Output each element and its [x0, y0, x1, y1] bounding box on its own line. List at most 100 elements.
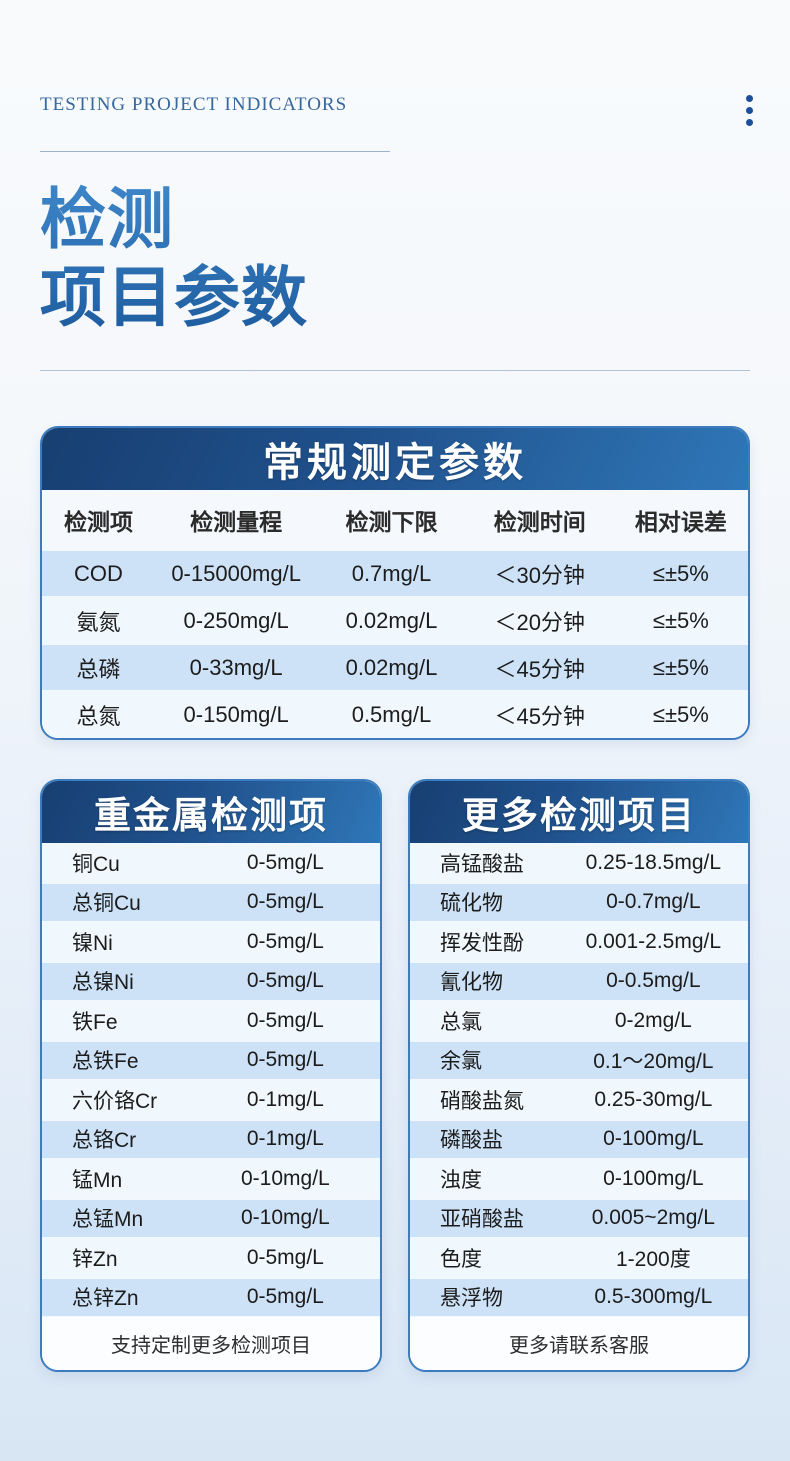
table-row: 高锰酸盐 0.25-18.5mg/L: [410, 843, 748, 883]
table-cell: ＜20分钟: [494, 609, 585, 635]
cell-item-name: 氰化物: [440, 971, 503, 995]
table-row: 硝酸盐氮 0.25-30mg/L: [410, 1080, 748, 1120]
table-cell: 0-15000mg/L: [171, 560, 301, 586]
cell-item-name: 铜Cu: [72, 852, 120, 876]
main-table-body: COD 0-15000mg/L 0.7mg/L ＜30分钟 ≤±5% 氨氮 0-250mg/…: [42, 550, 748, 738]
cell-item-name: 色度: [440, 1247, 482, 1271]
vertical-dots-icon: [746, 95, 753, 126]
cell-item-name: 锰Mn: [72, 1168, 123, 1192]
cell-item-value: 0-2mg/L: [614, 1008, 692, 1032]
table-cell: 0-150mg/L: [183, 701, 289, 727]
cell-item-name: 亚硝酸盐: [440, 1208, 524, 1232]
cell-item-name: 锌Zn: [72, 1247, 118, 1271]
cell-item-value: 0.005~2mg/L: [591, 1206, 715, 1230]
column-header: 检测下限: [345, 509, 438, 535]
cell-item-name: 浊度: [440, 1168, 482, 1192]
table-row: 悬浮物 0.5-300mg/L: [410, 1277, 748, 1317]
page-title-line1: 检测: [40, 184, 174, 257]
cell-item-value: 0.25-18.5mg/L: [585, 850, 722, 874]
table-row: 色度 1-200度: [410, 1238, 748, 1278]
table-row: 铜Cu 0-5mg/L: [42, 843, 380, 883]
cell-item-name: 硫化物: [440, 892, 503, 916]
divider-long: [40, 370, 750, 371]
more-items-card: 更多检测项目 高锰酸盐 0.25-18.5mg/L 硫化物 0-0.7mg/L 挥发性酚…: [408, 779, 750, 1372]
table-row: 亚硝酸盐 0.005~2mg/L: [410, 1198, 748, 1238]
more-items-footer-note: 更多请联系客服: [410, 1317, 748, 1370]
cell-item-value: 0-0.5mg/L: [606, 969, 701, 993]
table-row: COD 0-15000mg/L 0.7mg/L ＜30分钟 ≤±5%: [42, 550, 748, 597]
cell-item-value: 0-5mg/L: [246, 929, 324, 953]
page-title: 检测 项目参数: [40, 182, 750, 338]
main-table-header-row: 检测项 检测量程 检测下限 检测时间 相对误差: [42, 490, 748, 550]
table-row: 总镍Ni 0-5mg/L: [42, 961, 380, 1001]
cell-item-value: 0.1～20mg/L: [593, 1050, 714, 1074]
table-row: 锰Mn 0-10mg/L: [42, 1159, 380, 1199]
table-row: 锌Zn 0-5mg/L: [42, 1238, 380, 1278]
cell-item-name: 总氯: [440, 1010, 482, 1034]
main-card-title: 常规测定参数: [42, 428, 748, 490]
table-row: 铁Fe 0-5mg/L: [42, 1001, 380, 1041]
cell-item-name: 六价铬Cr: [72, 1089, 158, 1113]
cell-item-value: 0.001-2.5mg/L: [585, 929, 722, 953]
table-cell: 0.7mg/L: [351, 560, 432, 586]
table-cell: 0.5mg/L: [351, 701, 432, 727]
cell-item-name: 总铬Cr: [72, 1129, 137, 1153]
table-cell: 0-33mg/L: [189, 654, 283, 680]
table-row: 镍Ni 0-5mg/L: [42, 922, 380, 962]
cell-item-value: 1-200度: [615, 1247, 691, 1271]
cell-item-value: 0-5mg/L: [246, 1245, 324, 1269]
cell-item-name: 铁Fe: [72, 1010, 118, 1034]
cell-item-value: 0-100mg/L: [603, 1166, 704, 1190]
cell-item-value: 0-1mg/L: [246, 1127, 324, 1151]
table-row: 挥发性酚 0.001-2.5mg/L: [410, 922, 748, 962]
table-cell: 0.02mg/L: [345, 654, 438, 680]
table-row: 六价铬Cr 0-1mg/L: [42, 1080, 380, 1120]
table-row: 总磷 0-33mg/L 0.02mg/L ＜45分钟 ≤±5%: [42, 644, 748, 691]
cell-item-value: 0-5mg/L: [246, 850, 324, 874]
table-row: 硫化物 0-0.7mg/L: [410, 882, 748, 922]
cell-item-name: 挥发性酚: [440, 931, 524, 955]
table-row: 浊度 0-100mg/L: [410, 1159, 748, 1199]
column-header: 检测量程: [190, 509, 283, 535]
page-title-line2: 项目参数: [40, 262, 308, 335]
table-cell: ≤±5%: [652, 607, 709, 633]
table-cell: ≤±5%: [652, 560, 709, 586]
cell-item-value: 0-5mg/L: [246, 1048, 324, 1072]
main-parameters-card: 常规测定参数 检测项 检测量程 检测下限 检测时间 相对误差 COD 0-15000mg/…: [40, 426, 750, 740]
heavy-metal-card: 重金属检测项 铜Cu 0-5mg/L 总铜Cu 0-5mg/L 镍Ni 0-5mg/L 总镍…: [40, 779, 382, 1372]
cell-item-value: 0-5mg/L: [246, 1285, 324, 1309]
cell-item-value: 0.5-300mg/L: [594, 1285, 713, 1309]
more-items-card-title: 更多检测项目: [410, 781, 748, 843]
column-header: 检测项: [63, 509, 133, 535]
column-header: 检测时间: [493, 509, 586, 535]
heavy-metal-footer-note: 支持定制更多检测项目: [42, 1317, 380, 1370]
table-row: 总铁Fe 0-5mg/L: [42, 1040, 380, 1080]
cell-item-value: 0-10mg/L: [240, 1166, 330, 1190]
heavy-metal-card-title: 重金属检测项: [42, 781, 380, 843]
cell-item-name: 高锰酸盐: [440, 852, 524, 876]
table-cell: 总氮: [76, 703, 121, 729]
table-row: 总锰Mn 0-10mg/L: [42, 1198, 380, 1238]
cell-item-value: 0-10mg/L: [240, 1206, 330, 1230]
table-cell: ≤±5%: [652, 701, 709, 727]
table-row: 磷酸盐 0-100mg/L: [410, 1119, 748, 1159]
cell-item-value: 0.25-30mg/L: [594, 1087, 713, 1111]
cell-item-name: 总镍Ni: [72, 971, 134, 995]
table-cell: ≤±5%: [652, 654, 709, 680]
cell-item-value: 0-5mg/L: [246, 1008, 324, 1032]
table-row: 余氯 0.1～20mg/L: [410, 1040, 748, 1080]
table-cell: 0.02mg/L: [345, 607, 438, 633]
cell-item-value: 0-5mg/L: [246, 969, 324, 993]
table-row: 总铬Cr 0-1mg/L: [42, 1119, 380, 1159]
cell-item-name: 余氯: [440, 1050, 482, 1074]
cell-item-name: 硝酸盐氮: [440, 1089, 524, 1113]
more-items-table-body: 高锰酸盐 0.25-18.5mg/L 硫化物 0-0.7mg/L 挥发性酚 0.001-2…: [410, 843, 748, 1317]
table-cell: 总磷: [76, 656, 121, 682]
table-row: 氨氮 0-250mg/L 0.02mg/L ＜20分钟 ≤±5%: [42, 597, 748, 644]
cell-item-name: 总锰Mn: [72, 1208, 144, 1232]
table-row: 总氮 0-150mg/L 0.5mg/L ＜45分钟 ≤±5%: [42, 691, 748, 738]
table-cell: ＜45分钟: [494, 703, 585, 729]
table-cell: ＜30分钟: [494, 562, 585, 588]
column-header: 相对误差: [634, 509, 727, 535]
